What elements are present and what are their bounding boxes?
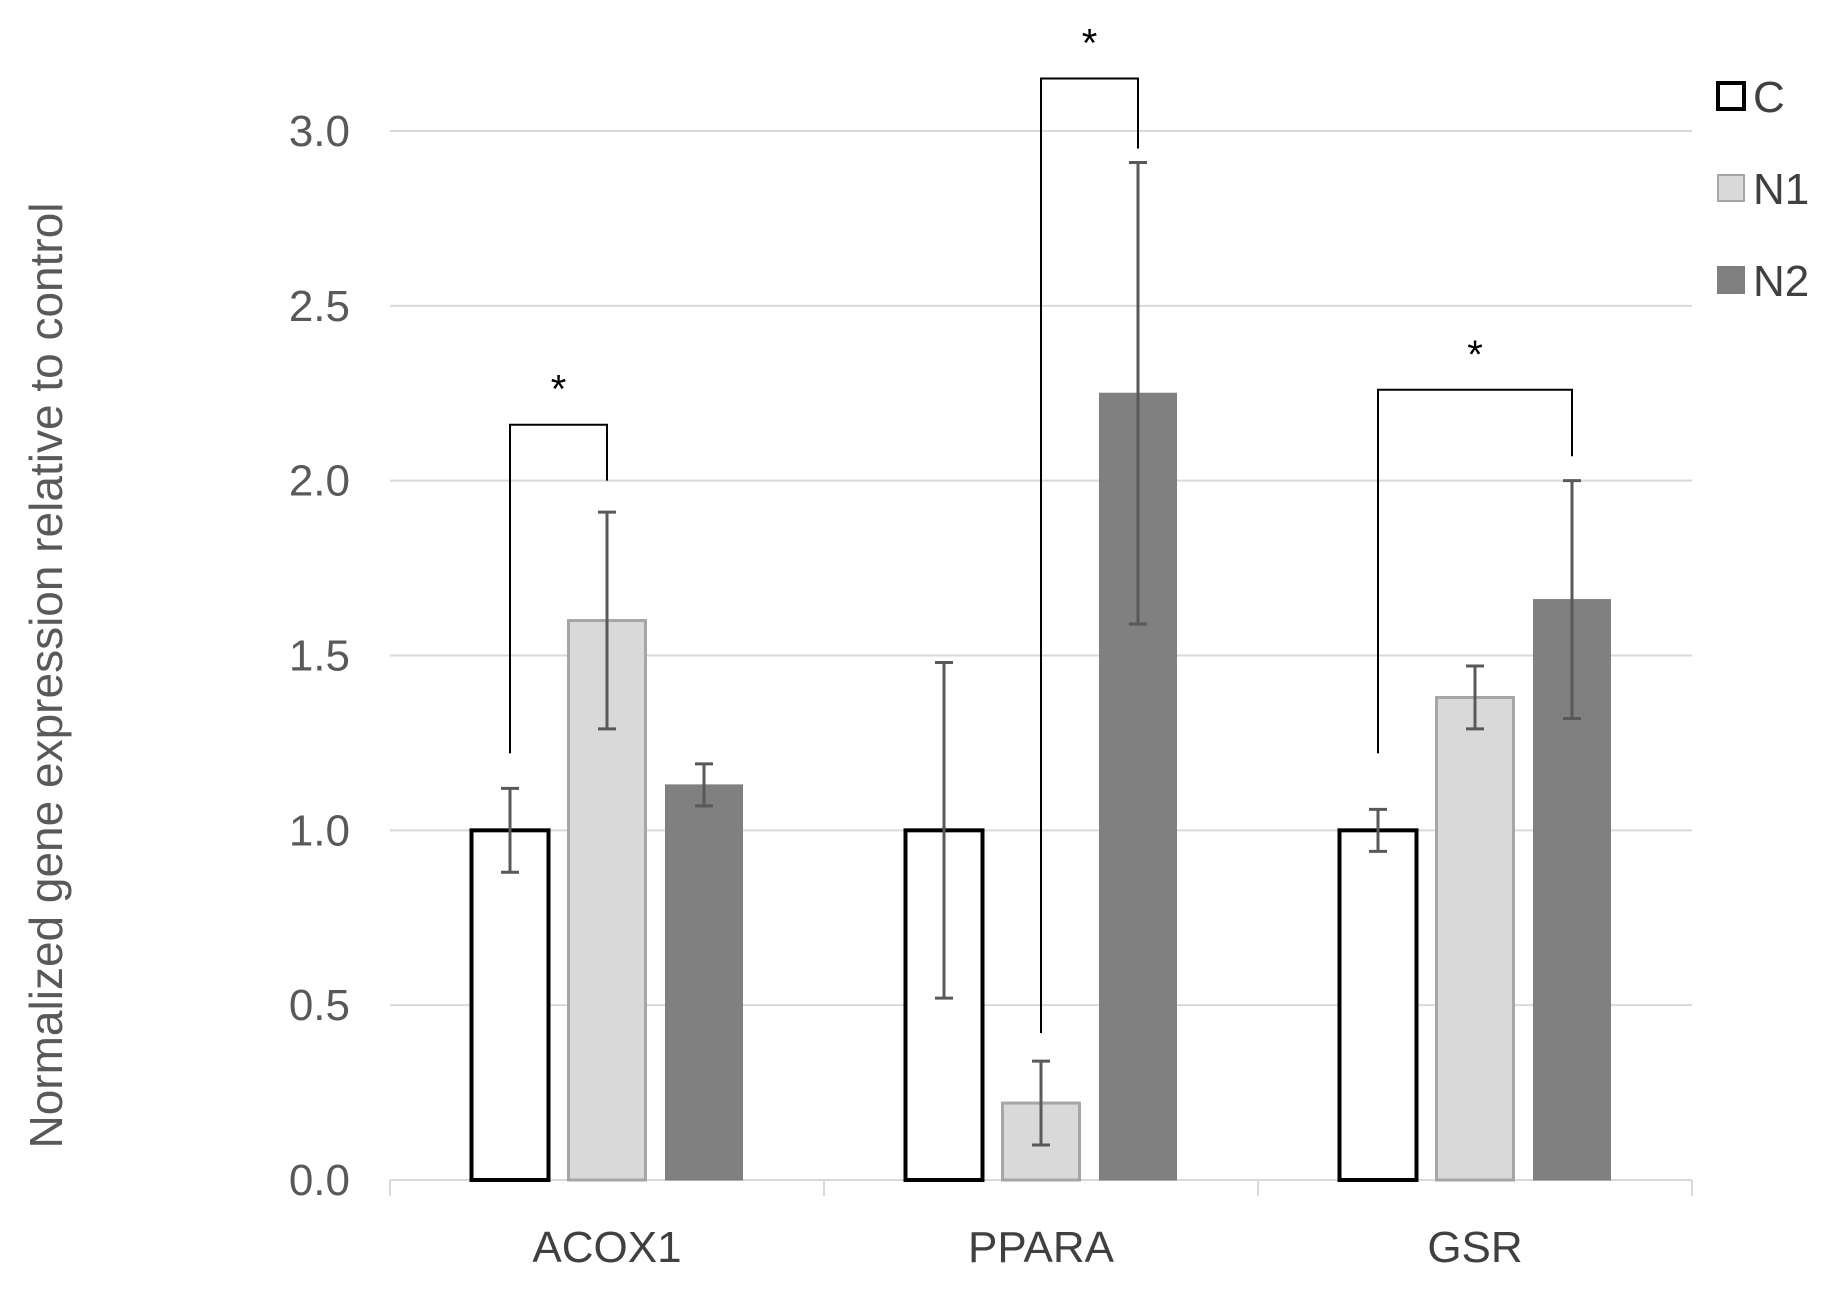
axis-labels: 0.0 0.5 1.0 1.5 2.0 2.5 3.0 ACOX1 PPARA GSR Normal… — [20, 107, 1523, 1272]
error-bar-c-ppara — [935, 660, 953, 1000]
error-bars — [501, 160, 1581, 1147]
x-tick-label-ppara: PPARA — [968, 1223, 1115, 1272]
bar-c-gsr — [1337, 828, 1419, 1182]
legend-label-c: C — [1753, 73, 1785, 122]
legend-item-n2: N2 — [1717, 257, 1809, 306]
y-tick-label: 1.5 — [289, 632, 350, 681]
significance-bracket-ppara: * — [1040, 22, 1139, 1034]
significance-bracket-acox1: * — [509, 368, 608, 754]
x-axis — [389, 1179, 1693, 1196]
legend-swatch-n1 — [1717, 174, 1745, 202]
significance-asterisk: * — [1467, 333, 1483, 377]
bar-n1-gsr — [1435, 695, 1515, 1182]
y-tick-label: 2.0 — [289, 457, 350, 506]
significance-asterisk: * — [1082, 22, 1098, 66]
significance-asterisk: * — [551, 368, 567, 412]
error-bar-n1-ppara — [1032, 1059, 1050, 1147]
bracket-line — [1377, 388, 1573, 754]
legend-item-c: C — [1716, 73, 1785, 122]
error-bar-n2-acox1 — [695, 762, 713, 808]
legend-label-n2: N2 — [1753, 257, 1809, 306]
error-bar-n2-gsr — [1563, 479, 1581, 720]
significance-bracket-gsr: * — [1377, 333, 1573, 754]
error-bar-c-acox1 — [501, 786, 519, 874]
error-bar-c-gsr — [1369, 807, 1387, 853]
legend-swatch-n2 — [1717, 266, 1745, 294]
bar-c-acox1 — [469, 828, 551, 1182]
bracket-line — [1040, 77, 1139, 1034]
legend-label-n1: N1 — [1753, 165, 1809, 214]
y-tick-label: 3.0 — [289, 107, 350, 156]
error-bar-n1-acox1 — [598, 510, 616, 731]
error-bar-n1-gsr — [1466, 664, 1484, 731]
bracket-line — [509, 423, 608, 754]
y-tick-label: 1.0 — [289, 806, 350, 855]
y-tick-label: 0.0 — [289, 1156, 350, 1205]
legend: C N1 N2 — [1716, 73, 1809, 306]
y-tick-label: 0.5 — [289, 981, 350, 1030]
error-bar-n2-ppara — [1129, 160, 1147, 626]
bar-n2-acox1 — [665, 784, 743, 1181]
x-tick-label-acox1: ACOX1 — [532, 1223, 681, 1272]
significance-brackets: * * * — [509, 22, 1573, 1034]
legend-item-n1: N1 — [1717, 165, 1809, 214]
y-tick-label: 2.5 — [289, 282, 350, 331]
y-axis-title: Normalized gene expression relative to c… — [20, 202, 72, 1148]
x-tick-label-gsr: GSR — [1427, 1223, 1522, 1272]
legend-swatch-c — [1716, 81, 1746, 111]
